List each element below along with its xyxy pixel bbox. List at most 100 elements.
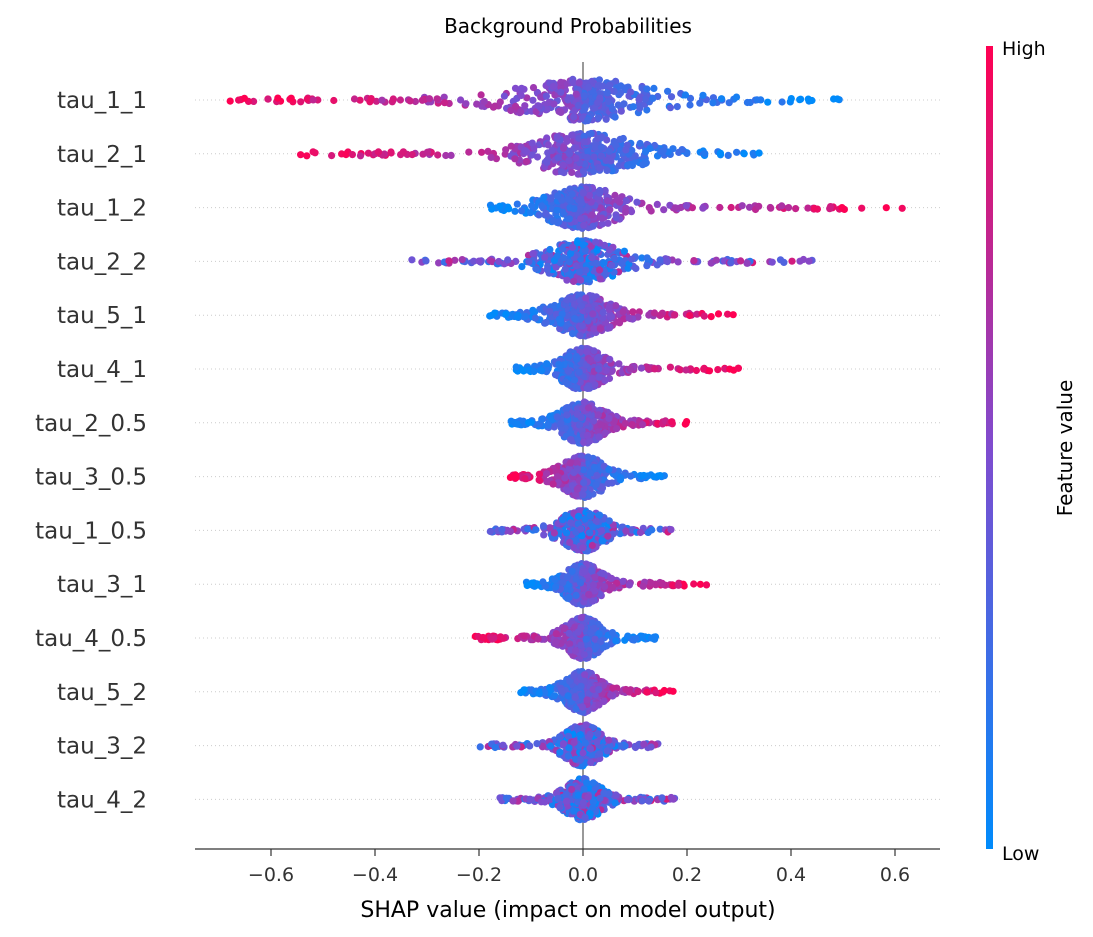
shap-dot	[541, 253, 549, 261]
shap-dot	[615, 360, 623, 368]
shap-dot	[537, 93, 545, 101]
shap-dot	[538, 415, 546, 423]
shap-dot	[564, 195, 573, 203]
shap-dot	[495, 257, 503, 266]
shap-dot	[577, 215, 585, 223]
shap-dot	[502, 310, 510, 318]
shap-dot	[552, 638, 560, 646]
shap-dot	[650, 309, 659, 317]
shap-dot	[580, 479, 588, 487]
shap-dot	[408, 256, 416, 264]
shap-dot	[507, 417, 515, 425]
shap-dot	[732, 93, 741, 101]
shap-dot	[601, 583, 609, 591]
shap-dot	[374, 148, 382, 156]
shap-dot	[566, 459, 575, 467]
shap-dot	[608, 629, 617, 637]
shap-dot	[596, 266, 604, 274]
shap-dot	[580, 92, 588, 100]
shap-dot	[778, 98, 786, 106]
shap-dot	[507, 142, 515, 150]
shap-dot	[572, 591, 580, 600]
shap-dot	[826, 205, 834, 213]
shap-dot	[553, 133, 561, 141]
shap-dot	[445, 257, 453, 265]
shap-dot	[356, 96, 364, 104]
shap-dot	[584, 116, 592, 124]
shap-dot	[523, 94, 531, 102]
shap-dot	[605, 414, 613, 422]
shap-dot	[366, 98, 374, 106]
shap-dot	[297, 151, 305, 159]
shap-dot	[898, 204, 906, 212]
shap-dot	[548, 146, 556, 155]
shap-dot	[677, 203, 685, 212]
shap-dot	[521, 475, 529, 483]
shap-dot	[682, 202, 691, 210]
dots-layer	[226, 75, 906, 824]
shap-dot	[726, 365, 734, 373]
shap-dot	[447, 151, 455, 159]
shap-dot	[572, 154, 580, 162]
shap-dot	[577, 525, 585, 533]
shap-dot	[554, 154, 562, 162]
shap-dot	[612, 637, 620, 645]
shap-dot	[607, 574, 615, 583]
shap-dot	[594, 98, 602, 107]
shap-dot	[425, 95, 433, 103]
shap-dot	[563, 404, 571, 412]
shap-dot	[561, 222, 569, 230]
shap-dot	[616, 198, 624, 206]
shap-dot	[591, 573, 599, 582]
shap-dot	[579, 491, 587, 499]
shap-dot	[543, 158, 551, 167]
shap-dot	[683, 149, 691, 158]
shap-dot	[647, 207, 655, 215]
shap-dot	[546, 245, 554, 254]
shap-dot	[568, 243, 577, 251]
shap-dot	[441, 99, 449, 107]
shap-dot	[674, 581, 683, 589]
shap-dot	[608, 313, 616, 321]
shap-dot	[563, 276, 571, 284]
shap-dot	[567, 519, 575, 527]
shap-dot	[678, 146, 686, 154]
shap-dot	[561, 265, 569, 273]
shap-dot	[664, 87, 672, 95]
shap-dot	[569, 330, 577, 338]
shap-dot	[593, 246, 601, 254]
shap-dot	[521, 102, 529, 110]
shap-dot	[612, 214, 620, 222]
shap-dot	[575, 368, 583, 376]
shap-dot	[479, 633, 487, 642]
shap-dot	[570, 205, 578, 213]
shap-dot	[577, 614, 585, 622]
shap-dot	[625, 314, 633, 322]
shap-dot	[521, 147, 529, 155]
shap-dot	[597, 204, 605, 212]
shap-dot	[517, 108, 525, 116]
shap-dot	[702, 581, 711, 589]
shap-dot	[600, 259, 608, 267]
shap-dot	[512, 363, 520, 371]
shap-dot	[563, 529, 571, 537]
shap-dot	[666, 104, 675, 112]
shap-dot	[240, 94, 248, 102]
shap-dot	[529, 96, 537, 104]
shap-dot	[671, 311, 679, 319]
shap-dot	[580, 138, 588, 146]
shap-dot	[597, 527, 606, 535]
shap-dot	[602, 156, 610, 165]
shap-dot	[540, 193, 548, 201]
shap-dot	[604, 532, 612, 540]
shap-dot	[714, 310, 723, 318]
shap-dot	[590, 325, 598, 333]
shap-dot	[348, 151, 356, 159]
shap-dot	[632, 635, 640, 643]
shap-dot	[553, 252, 562, 260]
shap-dot	[596, 275, 604, 283]
shap-dot	[579, 466, 588, 474]
shap-dot	[682, 366, 690, 374]
shap-dot	[389, 95, 397, 103]
